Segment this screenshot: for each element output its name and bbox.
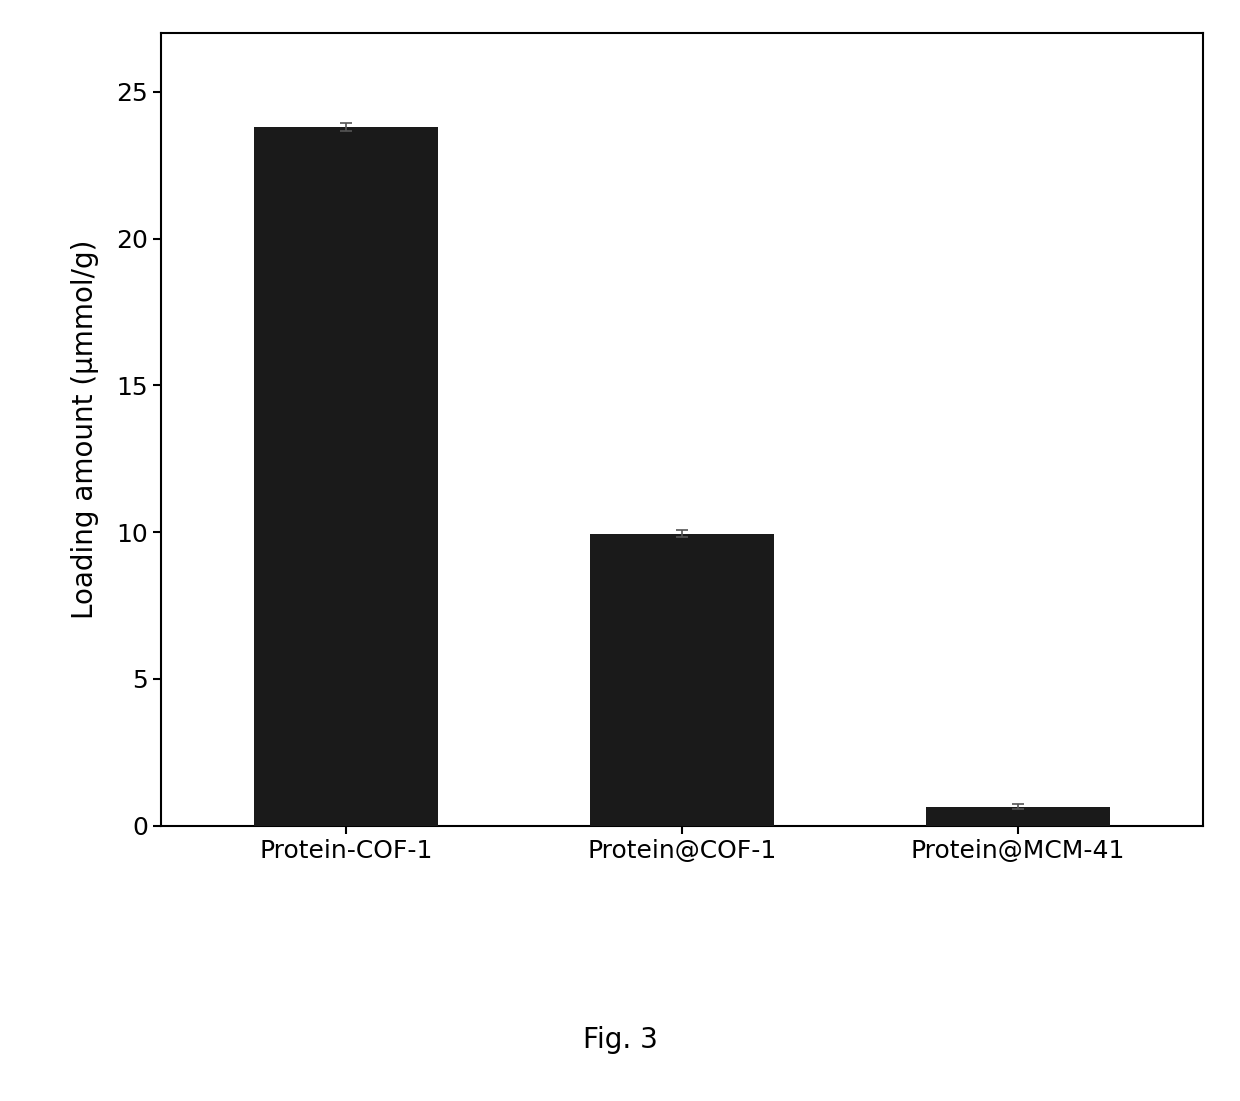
Bar	[589, 534, 775, 826]
Text: Fig. 3: Fig. 3	[583, 1026, 657, 1055]
Y-axis label: Loading amount (μmmol/g): Loading amount (μmmol/g)	[72, 240, 99, 619]
Bar	[925, 807, 1110, 826]
Bar	[254, 127, 439, 826]
